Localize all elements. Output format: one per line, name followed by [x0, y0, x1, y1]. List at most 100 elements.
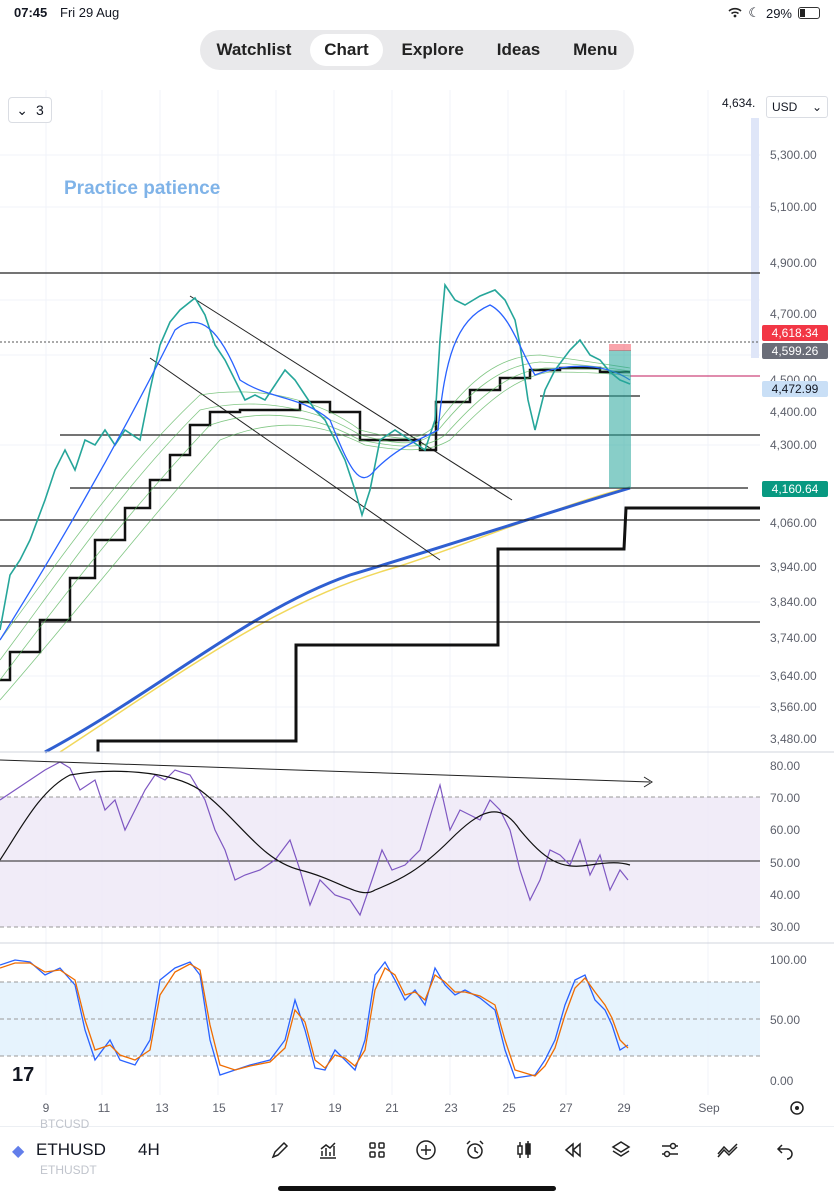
- chevron-down-icon: ⌄: [16, 101, 28, 118]
- rsi-divergence-line: [0, 759, 651, 783]
- ghost-symbol-below: ETHUSDT: [40, 1163, 97, 1177]
- currency-select[interactable]: USD ⌄: [766, 96, 828, 118]
- status-right: ☾ 29%: [728, 5, 820, 21]
- stoch-label: 0.00: [770, 1074, 794, 1088]
- wifi-icon: [728, 6, 742, 21]
- price-tag-current: 4,599.26: [762, 343, 828, 359]
- tab-ideas[interactable]: Ideas: [496, 40, 541, 59]
- tab-watchlist[interactable]: Watchlist: [216, 40, 292, 59]
- price-label: 4,060.00: [770, 516, 817, 530]
- indicator-count: 3: [35, 102, 44, 118]
- undo-icon[interactable]: [772, 1137, 798, 1163]
- rsi-divergence-arrow: [643, 776, 653, 788]
- time-label: 15: [212, 1101, 226, 1115]
- price-axis: 5,300.00 5,100.00 4,900.00 4,700.00 4,50…: [770, 148, 817, 746]
- status-bar: 07:45 Fri 29 Aug ☾ 29%: [0, 0, 834, 26]
- price-candles: [0, 282, 631, 631]
- horizontal-levels: [0, 272, 760, 623]
- bottom-toolbar: BTCUSD ◆ ETHUSD 4H ETHUSDT: [0, 1117, 834, 1177]
- rsi-line: [0, 761, 629, 917]
- stoch-k-line: [0, 959, 629, 1079]
- moon-icon: ☾: [748, 5, 760, 20]
- stoch-axis: 100.00 50.00 0.00: [770, 953, 807, 1088]
- rsi-label: 30.00: [770, 920, 800, 934]
- stoch-d-line: [0, 962, 629, 1077]
- indicators-icon[interactable]: [315, 1137, 341, 1163]
- price-label: 3,740.00: [770, 631, 817, 645]
- layers-icon[interactable]: [608, 1137, 634, 1163]
- top-navigation: Watchlist Chart Explore Ideas Menu: [200, 30, 634, 70]
- collapse-indicators-button[interactable]: ⌄ 3: [8, 97, 52, 123]
- stoch-label: 100.00: [770, 953, 807, 967]
- time-label: 29: [617, 1101, 631, 1115]
- rsi-label: 40.00: [770, 888, 800, 902]
- ethereum-icon: ◆: [12, 1143, 25, 1160]
- tradingview-logo: 17: [12, 1064, 35, 1086]
- rsi-label: 70.00: [770, 791, 800, 805]
- time-label: 17: [270, 1101, 284, 1115]
- htf-step-line: [96, 506, 760, 752]
- ema-blue-line: [44, 486, 631, 754]
- price-label: 3,480.00: [770, 732, 817, 746]
- time-label: 23: [444, 1101, 458, 1115]
- price-label: 4,900.00: [770, 256, 817, 270]
- price-label: 3,640.00: [770, 669, 817, 683]
- status-time: 07:45: [14, 5, 48, 20]
- ltf-step-line: [0, 366, 630, 682]
- time-axis: 9 11 13 15 17 19 21 23 25 27 29 Sep: [43, 1101, 720, 1115]
- alarm-icon[interactable]: [462, 1137, 488, 1163]
- top-price-label: 4,634.: [722, 96, 756, 110]
- replay-icon[interactable]: [560, 1137, 586, 1163]
- settings-gear-icon[interactable]: [790, 1101, 804, 1115]
- rsi-band: [0, 797, 760, 927]
- time-label: 11: [98, 1101, 111, 1115]
- symbol-selector[interactable]: ETHUSD: [36, 1140, 106, 1159]
- time-label: 27: [559, 1101, 573, 1115]
- ma-ribbon: [0, 354, 631, 701]
- status-date: Fri 29 Aug: [60, 5, 120, 20]
- grid-lines: [0, 90, 760, 1095]
- price-label: 3,940.00: [770, 560, 817, 574]
- time-label: 19: [328, 1101, 342, 1115]
- position-stop-zone: [609, 344, 631, 351]
- time-label: 13: [155, 1101, 169, 1115]
- rsi-ma-line: [0, 770, 631, 894]
- home-indicator: [278, 1186, 556, 1191]
- stoch-label: 50.00: [770, 1013, 800, 1027]
- time-label: Sep: [698, 1101, 720, 1115]
- price-label: 4,400.00: [770, 405, 817, 419]
- rsi-label: 80.00: [770, 759, 800, 773]
- timeframe-selector[interactable]: 4H: [138, 1140, 160, 1159]
- rsi-axis: 80.00 70.00 60.00 50.00 40.00 30.00: [770, 759, 800, 934]
- time-label: 9: [43, 1101, 50, 1115]
- battery-icon: [798, 7, 820, 19]
- tab-menu[interactable]: Menu: [573, 40, 618, 59]
- time-label: 21: [385, 1101, 399, 1115]
- settings-sliders-icon[interactable]: [657, 1137, 683, 1163]
- battery-percent: 29%: [765, 5, 792, 21]
- rsi-label: 50.00: [770, 856, 800, 870]
- chart-annotation: Practice patience: [64, 178, 221, 199]
- add-icon[interactable]: [413, 1137, 439, 1163]
- price-scale-highlight: [751, 118, 759, 358]
- candles-icon[interactable]: [511, 1137, 537, 1163]
- chevron-down-icon: ⌄: [811, 100, 822, 114]
- price-tag-entry: 4,472.99: [762, 381, 828, 397]
- tab-explore[interactable]: Explore: [401, 40, 464, 59]
- chart-canvas[interactable]: 5,300.00 5,100.00 4,900.00 4,700.00 4,50…: [0, 88, 834, 1120]
- price-ema-fast: [0, 304, 631, 641]
- pen-icon[interactable]: [267, 1137, 293, 1163]
- price-label: 5,100.00: [770, 200, 817, 214]
- time-label: 25: [502, 1101, 516, 1115]
- price-label: 5,300.00: [770, 148, 817, 162]
- rsi-label: 60.00: [770, 823, 800, 837]
- compare-icon[interactable]: [715, 1137, 741, 1163]
- tab-chart[interactable]: Chart: [310, 34, 383, 66]
- price-tag-target: 4,160.64: [762, 481, 828, 497]
- price-tag-stop: 4,618.34: [762, 325, 828, 341]
- ghost-symbol-above: BTCUSD: [40, 1117, 90, 1131]
- price-label: 3,840.00: [770, 595, 817, 609]
- grid-icon[interactable]: [364, 1137, 390, 1163]
- price-label: 3,560.00: [770, 700, 817, 714]
- currency-label: USD: [772, 100, 798, 114]
